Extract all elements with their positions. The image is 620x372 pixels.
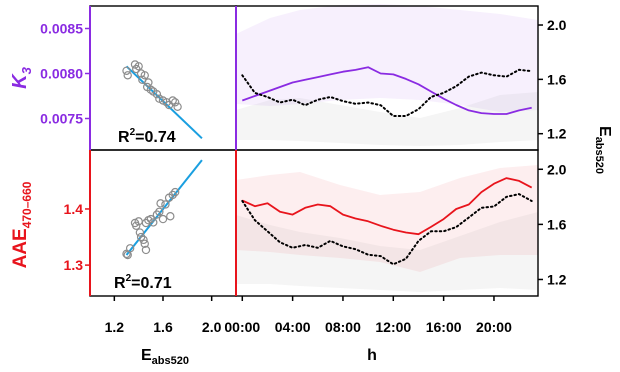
aae-vs-eabs-scatter-point <box>156 199 165 208</box>
aae-vs-eabs-scatter-point <box>135 228 145 237</box>
top-right-uncertainty-bands <box>236 4 538 146</box>
aae-vs-eabs-scatter-point <box>125 244 135 253</box>
aae-diurnal-xtick-label: 00:00 <box>224 319 260 335</box>
aae-diurnal-xtick-label: 04:00 <box>275 319 311 335</box>
k3-diurnal-right-ytick-label: 1.6 <box>547 71 567 87</box>
k3-vs-eabs-scatter-point <box>122 66 131 76</box>
aae-vs-eabs-scatter-point <box>168 190 177 200</box>
aae-axis-label: AAE470–660 <box>10 181 34 268</box>
bottom-right-uncertainty-bands <box>236 165 538 292</box>
aae-diurnal-left-series-line <box>241 177 533 236</box>
aae-vs-eabs-scatter-point <box>136 232 146 242</box>
k3-diurnal-right-ytick-label: 1.2 <box>547 126 567 142</box>
k3-vs-eabs-ytick-label: 0.0080 <box>40 66 83 82</box>
k3-vs-eabs-scatter-point <box>132 64 141 74</box>
k3-vs-eabs-scatter-point <box>162 98 171 107</box>
k3-diurnal-left-series-line <box>241 66 532 115</box>
aae-diurnal-xtick-label: 20:00 <box>476 319 512 335</box>
k3-vs-eabs-ytick-label: 0.0085 <box>40 21 83 37</box>
k3-vs-eabs-scatter-point <box>144 78 153 87</box>
k3-vs-eabs-scatter-point <box>146 85 156 94</box>
aae-vs-eabs-scatter-point <box>158 214 168 224</box>
k3-diurnal-right-ytick-label: 2.0 <box>547 17 567 33</box>
k3-vs-eabs-scatter-point <box>123 71 132 80</box>
k3-vs-eabs-scatter-point <box>170 98 180 107</box>
aae-vs-eabs-xtick-label: 1.2 <box>105 319 125 335</box>
aae-vs-eabs-scatter-point <box>155 207 164 216</box>
aae-vs-eabs-scatter-point <box>141 245 151 255</box>
aae-vs-eabs-scatter-point <box>170 187 180 197</box>
k3-vs-eabs-scatter-point <box>173 102 182 112</box>
k3-vs-eabs-ytick-label: 0.0075 <box>40 111 83 127</box>
k3-vs-eabs-fit-line <box>125 65 203 140</box>
r2-annotation-top: R2=0.74 <box>118 127 176 146</box>
eabs520-x-axis-label: Eabs520 <box>141 347 189 367</box>
r2-annotation-bottom: R2=0.71 <box>114 273 172 292</box>
aae-diurnal-right-ytick-label: 1.2 <box>547 271 567 287</box>
aae-vs-eabs-scatter-point <box>139 235 148 245</box>
aae-vs-eabs-xtick-label: 1.6 <box>153 319 173 335</box>
aae-vs-eabs-scatter-point <box>166 212 175 221</box>
aae-vs-eabs-xtick-label: 2.0 <box>202 319 222 335</box>
aae-vs-eabs-scatter-point <box>161 200 170 209</box>
aae-diurnal-xtick-label: 12:00 <box>375 319 411 335</box>
k3-vs-eabs-scatter-point <box>140 71 149 80</box>
aae-diurnal-eabs520-series-line <box>241 193 533 266</box>
k3-diurnal-eabs520-series-line <box>241 68 533 117</box>
hour-x-axis-label: h <box>367 347 377 364</box>
aae-vs-eabs-ytick-label: 1.4 <box>64 201 84 217</box>
chart-marks: 0.0075 0.0080 0.0085 1.3 1.4 1.2 1.6 2.0 1.2 1.6 2… <box>40 17 567 335</box>
aae-vs-eabs-scatter-point <box>140 239 149 248</box>
aae-vs-eabs-scatter-point <box>132 221 141 231</box>
aae-vs-eabs-scatter-point <box>152 210 162 219</box>
aae-diurnal-xtick-label: 16:00 <box>426 319 462 335</box>
aae-diurnal-right-ytick-label: 2.0 <box>547 161 567 177</box>
k3-vs-eabs-scatter-point <box>134 62 143 71</box>
k3-vs-eabs-scatter-point <box>152 89 162 99</box>
aae-vs-eabs-ytick-label: 1.3 <box>64 257 84 273</box>
aae-diurnal-right-ytick-label: 1.6 <box>547 216 567 232</box>
eabs520-right-axis-label: Eabs520 <box>593 126 613 174</box>
k3-vs-eabs-scatter-point <box>168 96 177 105</box>
aae-vs-eabs-scatter-point <box>149 218 158 227</box>
aae-diurnal-xtick-label: 08:00 <box>325 319 361 335</box>
k3-axis-label: K3 <box>9 66 34 88</box>
